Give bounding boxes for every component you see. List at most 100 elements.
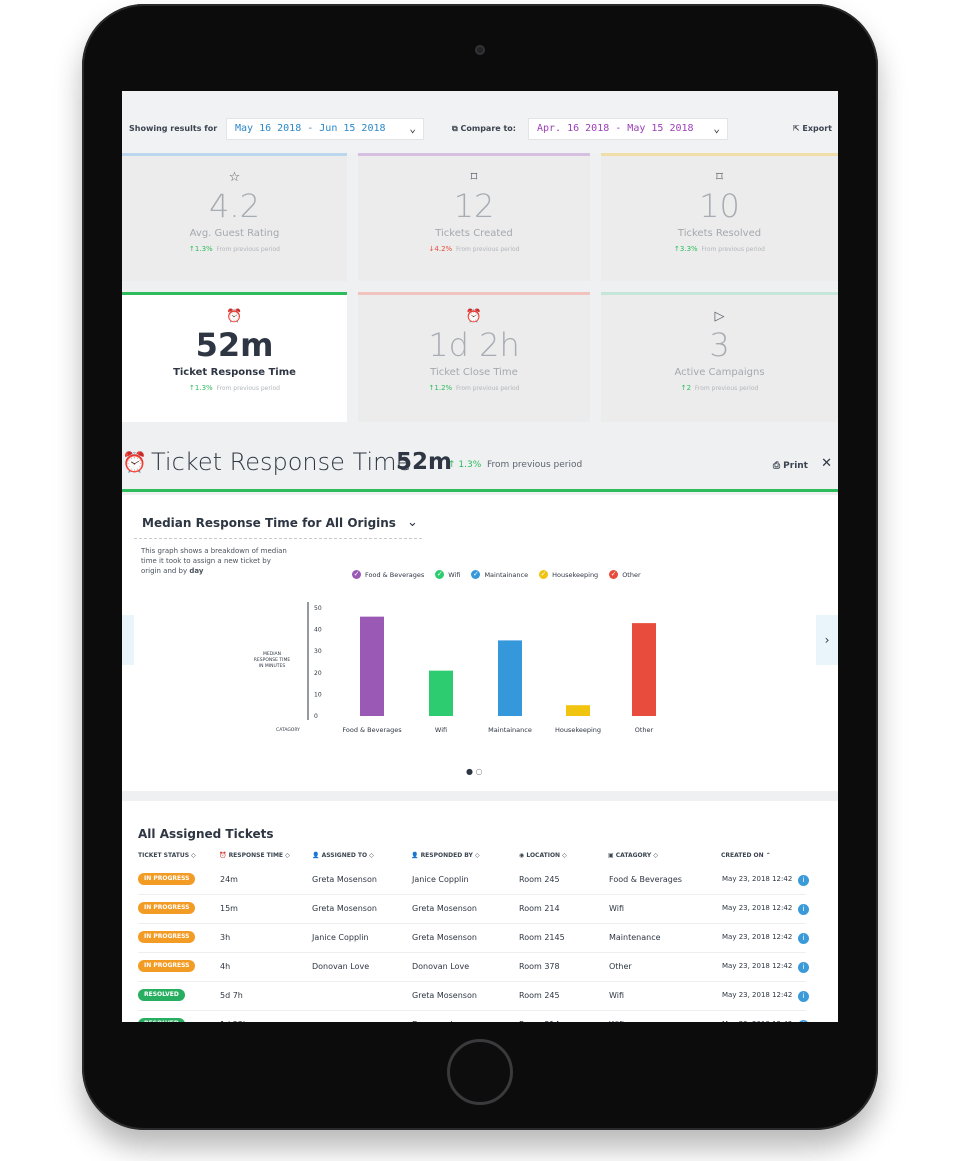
info-icon[interactable]: i xyxy=(798,962,809,973)
assigned-to-cell: Greta Mosenson xyxy=(312,875,377,884)
kpi-card-close-time[interactable]: ⏰ 1d 2h Ticket Close Time ↑1.2% From previo… xyxy=(358,292,590,422)
table-row[interactable]: IN PROGRESS 3h Janice Copplin Greta Mosenso… xyxy=(138,924,809,953)
legend-item[interactable]: ✓ Housekeeping xyxy=(539,570,599,579)
responded-by-cell: Donovan Love xyxy=(412,962,470,971)
kpi-change: ↑2 From previous period xyxy=(680,384,759,392)
status-badge: IN PROGRESS xyxy=(138,902,196,914)
kpi-label: Avg. Guest Rating xyxy=(189,228,280,239)
legend-item[interactable]: ✓ Wifi xyxy=(435,570,461,579)
col-ticket-status[interactable]: TICKET STATUS ◇ xyxy=(138,852,196,859)
col-category[interactable]: ▣ CATAGORY ◇ xyxy=(608,852,658,859)
detail-value: 52m xyxy=(396,449,452,475)
export-button[interactable]: ⇱ Export xyxy=(792,124,832,133)
chart-panel: Median Response Time for All Origins ⌄ T… xyxy=(122,495,838,791)
bookmark-icon: ⌑ xyxy=(470,170,478,185)
col-created-on[interactable]: CREATED ON ⌃ xyxy=(721,852,771,859)
compare-range-select[interactable]: Apr. 16 2018 - May 15 2018 ⌄ xyxy=(528,118,728,140)
table-row[interactable]: IN PROGRESS 4h Donovan Love Donovan Love Roo… xyxy=(138,953,809,982)
category-cell: Food & Beverages xyxy=(609,875,682,884)
home-button[interactable] xyxy=(447,1039,513,1105)
detail-change: ↑ 1.3% From previous period xyxy=(448,460,583,470)
chevron-down-icon[interactable]: ⌄ xyxy=(407,515,418,530)
info-icon[interactable]: i xyxy=(798,904,809,915)
responded-by-cell: Greta Mosenson xyxy=(412,991,477,1000)
y-tick-label: 0 xyxy=(314,713,318,720)
kpi-card-tickets-resolved[interactable]: ⌑ 10 Tickets Resolved ↑3.3% From previous p… xyxy=(601,153,838,281)
check-icon: ✓ xyxy=(352,570,361,579)
info-icon[interactable]: i xyxy=(798,1020,809,1022)
check-icon: ✓ xyxy=(435,570,445,579)
check-icon: ✓ xyxy=(539,570,549,579)
status-badge: IN PROGRESS xyxy=(138,873,196,885)
kpi-card-active-campaigns[interactable]: ▷ 3 Active Campaigns ↑2 From previous perio… xyxy=(601,292,838,422)
kpi-value: 10 xyxy=(699,187,740,225)
alarm-clock-check-icon: ⏰ xyxy=(465,309,483,324)
prev-chart-button[interactable] xyxy=(122,615,134,665)
info-icon[interactable]: i xyxy=(798,991,809,1002)
table-row[interactable]: RESOLVED 1d 23h Donovan Love Room 214 Wifi Ma… xyxy=(138,1011,809,1022)
chevron-down-icon: ⌄ xyxy=(713,122,720,135)
y-tick-label: 10 xyxy=(314,691,322,698)
legend-item[interactable]: ✓ Maintainance xyxy=(471,570,529,579)
response-time-cell: 24m xyxy=(220,875,238,884)
status-badge: RESOLVED xyxy=(138,989,185,1001)
info-icon[interactable]: i xyxy=(798,875,809,886)
carousel-dots[interactable]: ● ○ xyxy=(466,767,483,776)
print-button[interactable]: ⎙ Print xyxy=(772,461,808,471)
y-tick-label: 30 xyxy=(314,648,322,655)
col-assigned-to[interactable]: 👤 ASSIGNED TO ◇ xyxy=(312,852,374,859)
table-row[interactable]: IN PROGRESS 15m Greta Mosenson Greta Mosens… xyxy=(138,895,809,924)
showing-label: Showing results for xyxy=(129,124,218,133)
status-badge: IN PROGRESS xyxy=(138,960,196,972)
col-response-time[interactable]: ⏰ RESPONSE TIME ◇ xyxy=(219,852,290,859)
divider xyxy=(134,538,422,539)
alarm-clock-icon: ⏰ xyxy=(122,450,147,474)
alarm-clock-icon: ⏰ xyxy=(226,309,243,324)
close-icon[interactable]: ✕ xyxy=(821,456,832,471)
bar-housekeeping xyxy=(566,705,590,716)
legend-item[interactable]: ✓ Other xyxy=(609,570,641,579)
check-icon: ✓ xyxy=(609,570,619,579)
table-row[interactable]: IN PROGRESS 24m Greta Mosenson Janice Coppl… xyxy=(138,866,809,895)
kpi-value: 3 xyxy=(709,326,730,364)
y-tick-label: 50 xyxy=(314,605,322,612)
kpi-label: Active Campaigns xyxy=(674,367,765,378)
response-time-cell: 1d 23h xyxy=(220,1020,248,1022)
dashboard-screen: Showing results for May 16 2018 - Jun 15… xyxy=(122,91,838,1022)
x-tick-label: Other xyxy=(635,726,654,734)
kpi-grid: ☆ 4.2 Avg. Guest Rating ↑1.3% From previous… xyxy=(122,153,838,422)
x-tick-label: Wifi xyxy=(435,726,447,734)
created-on-cell: May 23, 2018 12:42 xyxy=(722,962,793,970)
responded-by-cell: Donovan Love xyxy=(412,1020,469,1022)
chart-description: This graph shows a breakdown of median t… xyxy=(141,547,287,575)
info-icon[interactable]: i xyxy=(798,933,809,944)
table-row[interactable]: RESOLVED 5d 7h Greta Mosenson Room 245 Wifi M… xyxy=(138,982,809,1011)
kpi-card-tickets-created[interactable]: ⌑ 12 Tickets Created ↓4.2% From previous pe… xyxy=(358,153,590,281)
date-range-select[interactable]: May 16 2018 - Jun 15 2018 ⌄ xyxy=(226,118,424,140)
col-responded-by[interactable]: 👤 RESPONDED BY ◇ xyxy=(411,852,480,859)
assigned-to-cell: Greta Mosenson xyxy=(312,904,377,913)
category-cell: Wifi xyxy=(609,991,624,1000)
kpi-card-response-time[interactable]: ⏰ 52m Ticket Response Time ↑1.3% From previ… xyxy=(122,292,347,422)
created-on-cell: May 23, 2018 12:42 xyxy=(722,991,793,999)
kpi-change: ↑1.3% From previous period xyxy=(189,245,280,253)
legend-item[interactable]: ✓ Food & Beverages xyxy=(352,570,425,579)
arrow-up-icon: ↑ xyxy=(448,460,456,470)
chevron-right-icon: › xyxy=(824,633,830,647)
chevron-down-icon: ⌄ xyxy=(409,122,416,135)
bar-other xyxy=(632,623,656,716)
bar-wifi xyxy=(429,670,453,716)
col-location[interactable]: ◉ LOCATION ◇ xyxy=(519,852,567,859)
kpi-change: ↑1.3% From previous period xyxy=(189,384,280,392)
chart-legend: ✓ Food & Beverages ✓ Wifi ✓ Maintainance ✓ Hous… xyxy=(352,570,652,579)
next-chart-button[interactable]: › xyxy=(816,615,838,665)
y-tick-label: 20 xyxy=(314,670,322,677)
kpi-value: 4.2 xyxy=(209,187,260,225)
chart-title: Median Response Time for All Origins xyxy=(142,516,396,530)
detail-header: ⏰ Ticket Response Time 52m ↑ 1.3% From p… xyxy=(122,436,838,492)
y-axis-label: RESPONSE TIME xyxy=(254,657,291,663)
filter-bar: Showing results for May 16 2018 - Jun 15… xyxy=(122,91,838,153)
location-cell: Room 378 xyxy=(519,962,560,971)
kpi-card-guest-rating[interactable]: ☆ 4.2 Avg. Guest Rating ↑1.3% From previous… xyxy=(122,153,347,281)
